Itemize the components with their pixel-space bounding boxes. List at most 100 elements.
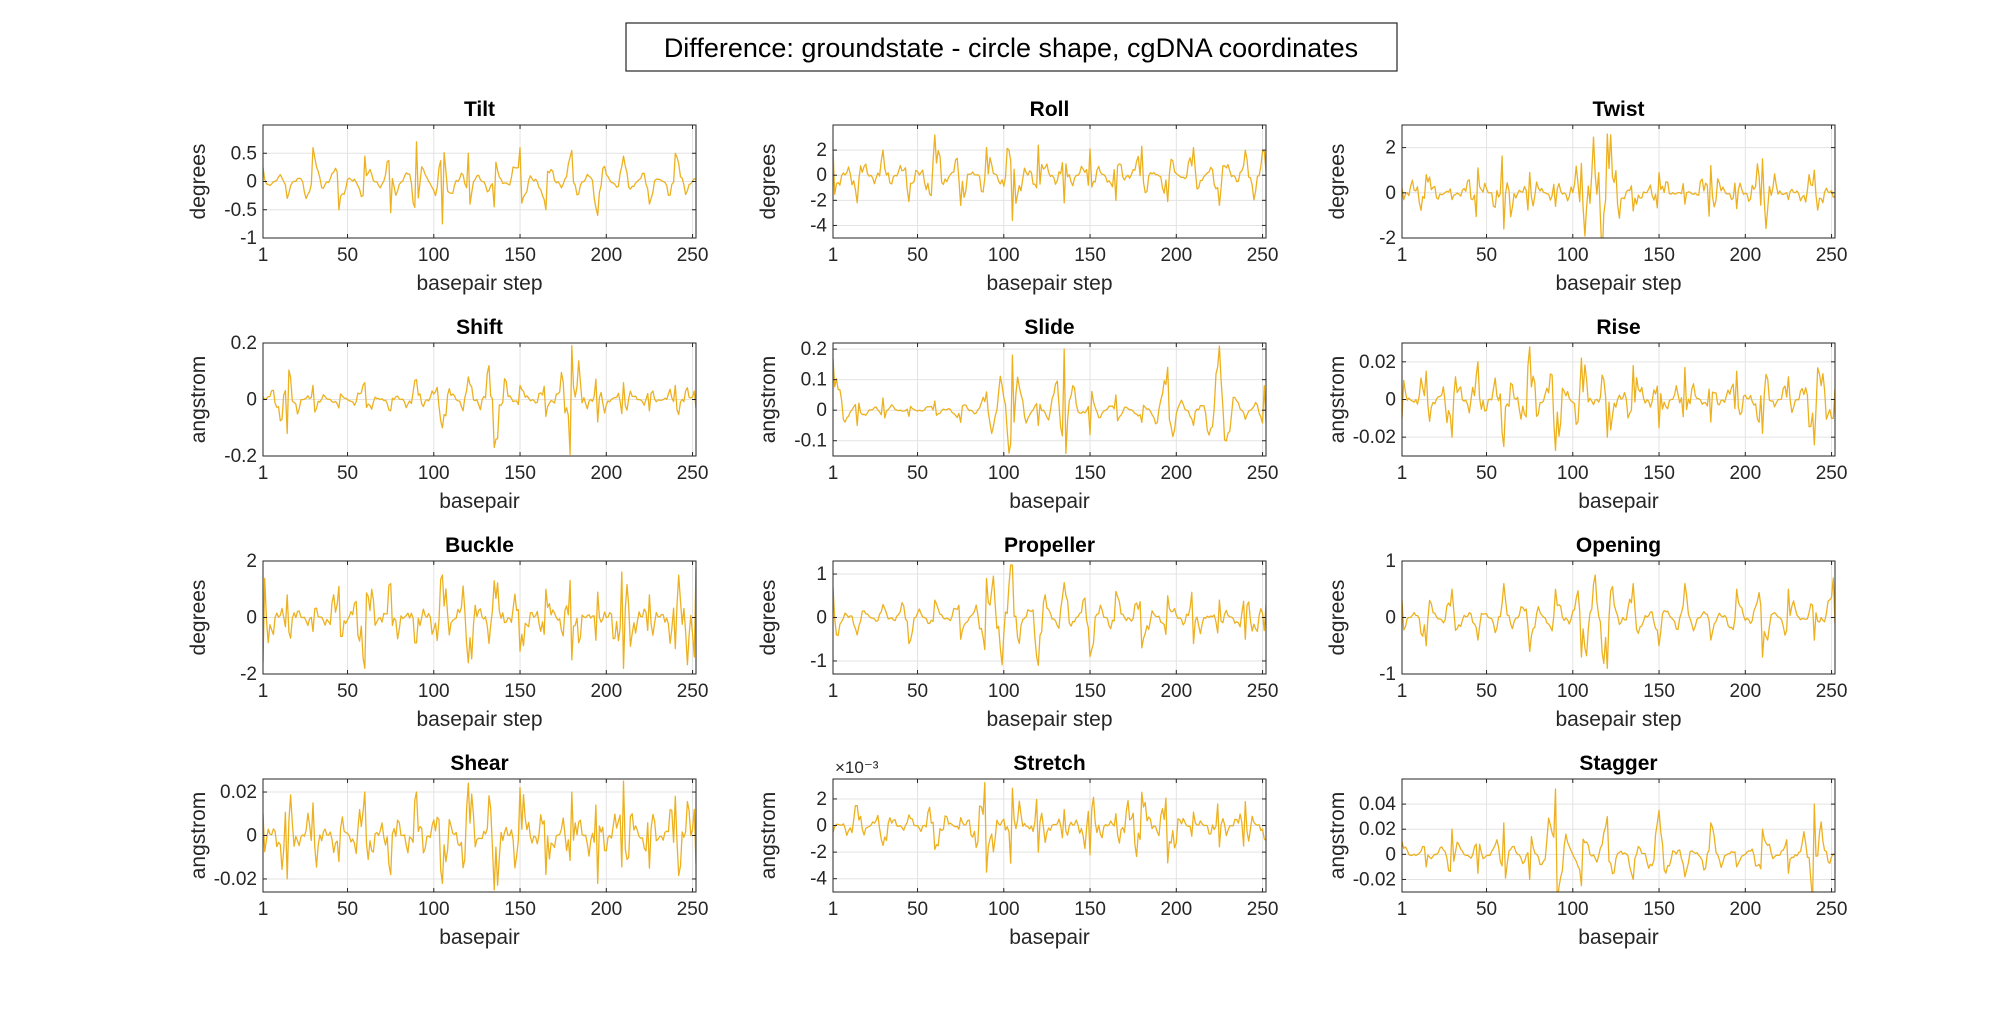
chart-propeller-xtick-label-2: 100: [988, 681, 1020, 702]
chart-roll-xtick-label-4: 200: [1160, 245, 1192, 266]
chart-rise-xtick-label-1: 50: [1476, 463, 1497, 484]
chart-slide-xtick-label-3: 150: [1074, 463, 1106, 484]
chart-tilt-ytick-label-1: -0.5: [224, 200, 257, 221]
chart-shear: 1 50 100 150 200 250-0.0200.02Shearbasepairan…: [187, 752, 708, 949]
chart-propeller-xtick-label-1: 50: [907, 681, 928, 702]
chart-shift-ylabel: angstrom: [187, 356, 210, 444]
chart-stretch: 1 50 100 150 200 250-4-202Stretchbasepairangs…: [757, 752, 1278, 949]
super-title: Difference: groundstate - circle shape, …: [625, 22, 1398, 72]
chart-tilt-xtick-label-0: 1: [258, 245, 269, 266]
chart-rise-ytick-label-1: 0: [1385, 390, 1396, 411]
chart-twist-xtick-label-2: 100: [1557, 245, 1589, 266]
chart-stagger-xtick-label-2: 100: [1557, 899, 1589, 920]
chart-propeller-xlabel: basepair step: [986, 708, 1112, 731]
chart-shift-title: Shift: [456, 316, 503, 339]
chart-slide: 1 50 100 150 200 250-0.100.10.2Slidebasepaira…: [757, 316, 1278, 513]
chart-stretch-ytick-label-1: -2: [810, 842, 827, 863]
chart-roll-ytick-label-3: 2: [816, 140, 827, 161]
chart-shear-xtick-label-5: 250: [677, 899, 709, 920]
chart-propeller-ytick-label-0: -1: [810, 651, 827, 672]
chart-roll-title: Roll: [1030, 98, 1070, 121]
chart-opening-title: Opening: [1576, 534, 1661, 557]
chart-tilt-xtick-label-4: 200: [590, 245, 622, 266]
chart-roll-xtick-label-2: 100: [988, 245, 1020, 266]
chart-shear-ylabel: angstrom: [187, 792, 210, 880]
chart-slide-ytick-label-3: 0.2: [801, 339, 827, 360]
chart-propeller-xtick-label-3: 150: [1074, 681, 1106, 702]
chart-twist-xlabel: basepair step: [1555, 272, 1681, 295]
super-title-text: Difference: groundstate - circle shape, …: [664, 33, 1358, 63]
chart-propeller-series-line: [833, 564, 1266, 666]
chart-stagger-ytick-label-3: 0.04: [1359, 794, 1396, 815]
chart-stretch-ytick-label-2: 0: [816, 816, 827, 837]
chart-shift-series-line: [263, 345, 696, 456]
chart-stretch-exponent-label: ×10⁻³: [835, 758, 879, 777]
chart-slide-ytick-label-1: 0: [816, 400, 827, 421]
chart-rise-xlabel: basepair: [1578, 490, 1659, 513]
chart-tilt-ytick-label-0: -1: [240, 228, 257, 249]
chart-stagger-xtick-label-5: 250: [1816, 899, 1848, 920]
chart-shear-ytick-label-1: 0: [246, 826, 257, 847]
chart-tilt-xtick-label-2: 100: [418, 245, 450, 266]
chart-rise-xtick-label-0: 1: [1397, 463, 1408, 484]
chart-tilt-title: Tilt: [464, 98, 495, 121]
chart-buckle-ytick-label-1: 0: [246, 608, 257, 629]
chart-rise-title: Rise: [1596, 316, 1640, 339]
chart-tilt-ytick-label-2: 0: [246, 172, 257, 193]
chart-buckle-xtick-label-2: 100: [418, 681, 450, 702]
chart-buckle-ytick-label-2: 2: [246, 551, 257, 572]
chart-slide-ylabel: angstrom: [757, 356, 780, 444]
chart-tilt-xtick-label-3: 150: [504, 245, 536, 266]
chart-roll-xtick-label-1: 50: [907, 245, 928, 266]
chart-shear-ytick-label-0: -0.02: [214, 869, 257, 890]
chart-opening-xtick-label-4: 200: [1729, 681, 1761, 702]
chart-slide-xtick-label-2: 100: [988, 463, 1020, 484]
chart-twist-xtick-label-3: 150: [1643, 245, 1675, 266]
chart-stretch-title: Stretch: [1013, 752, 1085, 775]
chart-tilt-ylabel: degrees: [187, 144, 210, 220]
super-title-box: [625, 22, 1398, 72]
chart-shift-ytick-label-0: -0.2: [224, 446, 257, 467]
chart-stagger-ytick-label-0: -0.02: [1353, 869, 1396, 890]
chart-opening-xtick-label-1: 50: [1476, 681, 1497, 702]
chart-opening-ytick-label-1: 0: [1385, 608, 1396, 629]
chart-rise-ylabel: angstrom: [1326, 356, 1349, 444]
chart-stretch-series-line: [833, 782, 1266, 873]
chart-buckle-xtick-label-3: 150: [504, 681, 536, 702]
chart-roll-ytick-label-0: -4: [810, 215, 827, 236]
chart-rise-ytick-label-0: -0.02: [1353, 427, 1396, 448]
chart-stagger-axes-box: [1401, 778, 1836, 893]
chart-propeller-ylabel: degrees: [757, 580, 780, 656]
chart-shift-xtick-label-0: 1: [258, 463, 269, 484]
chart-rise-xtick-label-5: 250: [1816, 463, 1848, 484]
chart-stretch-axes-box: [832, 778, 1267, 893]
chart-shift-xtick-label-3: 150: [504, 463, 536, 484]
chart-slide-xtick-label-0: 1: [828, 463, 839, 484]
chart-buckle-xtick-label-1: 50: [337, 681, 358, 702]
chart-slide-xtick-label-5: 250: [1247, 463, 1279, 484]
chart-tilt-xlabel: basepair step: [416, 272, 542, 295]
chart-slide-ytick-label-0: -0.1: [794, 431, 827, 452]
chart-propeller-ytick-label-1: 0: [816, 608, 827, 629]
chart-opening-xtick-label-0: 1: [1397, 681, 1408, 702]
chart-slide-xtick-label-4: 200: [1160, 463, 1192, 484]
chart-twist-xtick-label-5: 250: [1816, 245, 1848, 266]
chart-shear-ytick-label-2: 0.02: [220, 782, 257, 803]
chart-stretch-xtick-label-3: 150: [1074, 899, 1106, 920]
chart-buckle-ytick-label-0: -2: [240, 664, 257, 685]
chart-shift-xtick-label-5: 250: [677, 463, 709, 484]
chart-shear-xlabel: basepair: [439, 926, 520, 949]
chart-stretch-ytick-label-3: 2: [816, 789, 827, 810]
chart-stagger-title: Stagger: [1579, 752, 1657, 775]
chart-propeller-xtick-label-5: 250: [1247, 681, 1279, 702]
chart-opening-xtick-label-5: 250: [1816, 681, 1848, 702]
chart-opening-ytick-label-2: 1: [1385, 551, 1396, 572]
chart-twist-ylabel: degrees: [1326, 144, 1349, 220]
chart-stagger-series-line: [1402, 788, 1835, 892]
